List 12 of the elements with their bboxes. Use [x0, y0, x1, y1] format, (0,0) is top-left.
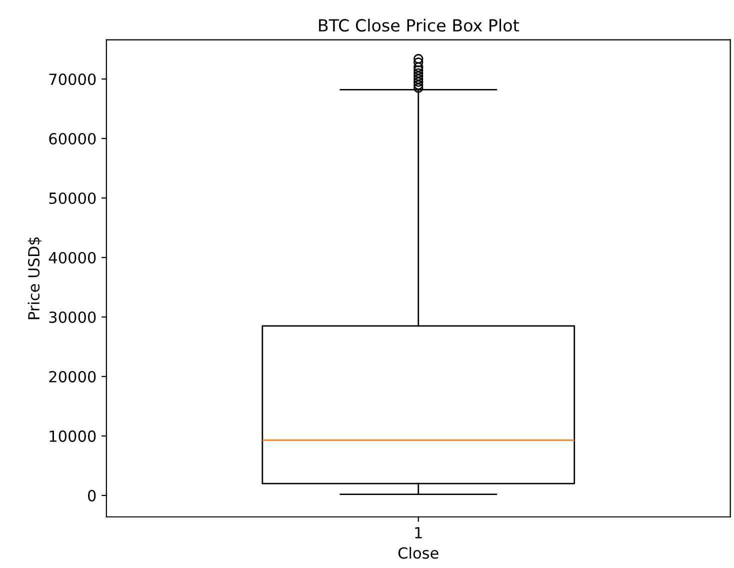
- y-tick-label: 60000: [49, 132, 96, 145]
- y-tick-label: 10000: [50, 430, 96, 442]
- y-axis-title: Price USD$: [28, 237, 42, 320]
- x-tick-label: 1: [415, 527, 422, 538]
- y-tick-label: 30000: [49, 311, 96, 324]
- y-tick-label: 0: [88, 490, 96, 502]
- chart-title: BTC Close Price Box Plot: [319, 18, 519, 32]
- y-tick-label: 50000: [49, 192, 96, 204]
- y-tick-label: 40000: [48, 252, 96, 264]
- y-tick-label: 20000: [49, 370, 96, 382]
- x-axis-title: Close: [398, 546, 438, 559]
- y-tick-label: 70000: [49, 73, 96, 86]
